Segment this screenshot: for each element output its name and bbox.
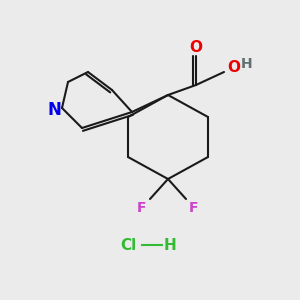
Text: O: O [227,59,241,74]
Text: O: O [190,40,202,55]
Text: N: N [47,101,61,119]
Text: F: F [137,201,147,215]
Text: H: H [241,57,253,71]
Text: F: F [189,201,199,215]
Text: Cl: Cl [120,238,136,253]
Text: H: H [164,238,176,253]
